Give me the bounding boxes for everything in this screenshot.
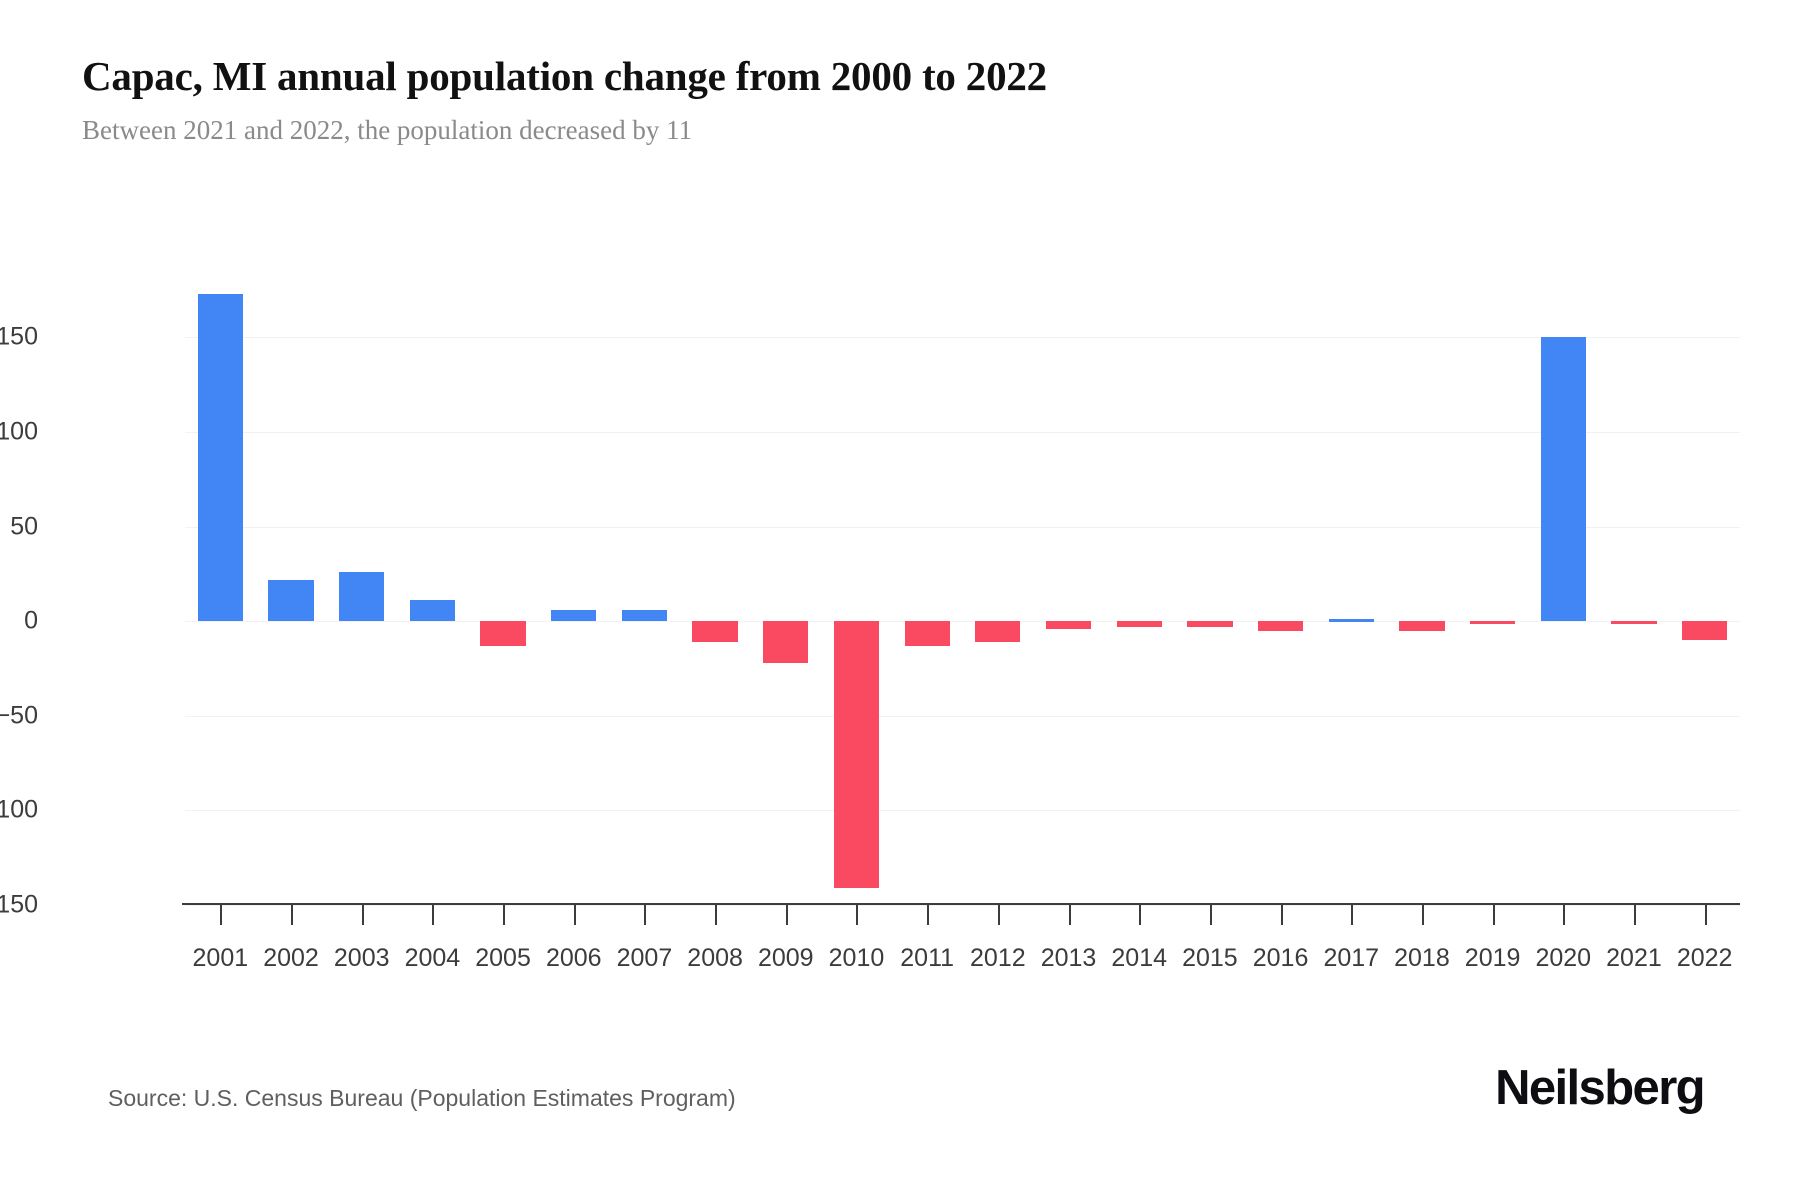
y-axis-tick-label: 0: [24, 606, 38, 635]
bar-2009[interactable]: [763, 621, 809, 663]
x-axis-tick: [997, 905, 1000, 925]
bar-2003[interactable]: [339, 571, 385, 622]
gridline: [185, 337, 1740, 339]
x-axis-tick: [1351, 905, 1354, 925]
x-axis-tick-label: 2015: [1182, 944, 1238, 972]
x-axis-tick: [1068, 905, 1071, 925]
x-axis-tick-label: 2017: [1323, 944, 1380, 972]
bar-2012[interactable]: [975, 621, 1021, 642]
bar-2014[interactable]: [1116, 621, 1162, 627]
x-axis-tick: [573, 905, 576, 925]
gridline: [185, 431, 1740, 433]
y-axis-tick-label: 50: [10, 512, 38, 541]
x-axis-tick-label: 2018: [1394, 944, 1450, 972]
x-axis-tick-label: 2021: [1606, 944, 1662, 972]
x-axis-tick: [1704, 905, 1707, 925]
bar-2020[interactable]: [1540, 337, 1586, 622]
x-axis-tick-label: 2010: [828, 944, 885, 972]
x-axis-tick: [220, 905, 223, 925]
bar-2008[interactable]: [692, 621, 738, 642]
bar-2007[interactable]: [621, 609, 668, 622]
y-axis-tick-label: 100: [0, 417, 38, 446]
x-axis-tick-label: 2016: [1252, 944, 1309, 972]
x-axis-tick: [1139, 905, 1142, 925]
x-axis-tick-label: 2009: [757, 944, 814, 972]
gridline: [185, 715, 1740, 717]
x-axis-tick: [1209, 905, 1212, 925]
source-note: Source: U.S. Census Bureau (Population E…: [108, 1085, 736, 1111]
x-axis-tick-label: 2011: [900, 944, 955, 972]
x-axis-tick-label: 2013: [1040, 944, 1097, 972]
x-axis-tick: [927, 905, 930, 925]
x-axis-tick: [785, 905, 788, 925]
y-axis-tick-label: −50: [0, 701, 38, 730]
x-axis-tick: [856, 905, 859, 925]
page-title: Capac, MI annual population change from …: [82, 53, 1047, 99]
bar-2019[interactable]: [1469, 621, 1516, 625]
x-axis-tick: [503, 905, 506, 925]
x-axis-tick: [432, 905, 435, 925]
bar-2011[interactable]: [904, 621, 950, 646]
x-axis-tick: [644, 905, 647, 925]
x-axis-tick: [361, 905, 364, 925]
x-axis-tick-label: 2002: [263, 944, 319, 972]
x-axis-tick: [1421, 905, 1424, 925]
bar-2002[interactable]: [268, 579, 314, 622]
x-axis-tick-label: 2014: [1111, 944, 1168, 972]
gridline: [185, 621, 1740, 623]
gridline: [185, 905, 1740, 906]
y-axis-tick-label: 150: [0, 322, 38, 351]
bar-2022[interactable]: [1682, 621, 1728, 641]
bar-2018[interactable]: [1399, 621, 1445, 631]
bar-2021[interactable]: [1611, 621, 1657, 625]
x-axis-tick-label: 2003: [333, 944, 390, 972]
x-axis-tick-label: 2006: [545, 944, 602, 972]
x-axis-line: [182, 903, 1740, 905]
x-axis-tick-label: 2004: [404, 944, 461, 972]
x-axis-tick-label: 2008: [687, 944, 743, 972]
bar-2006[interactable]: [551, 609, 597, 622]
x-axis-tick-label: 2012: [970, 944, 1026, 972]
plot-area: [182, 290, 1740, 906]
x-axis-tick-label: 2022: [1676, 944, 1733, 972]
y-axis-tick-label: −100: [0, 795, 38, 824]
page-subtitle: Between 2021 and 2022, the population de…: [82, 115, 693, 146]
x-axis-tick: [1563, 905, 1566, 925]
brand-logo: Neilsberg: [1495, 1061, 1706, 1115]
y-axis-tick-label: −150: [0, 890, 38, 919]
bar-2015[interactable]: [1187, 621, 1233, 627]
x-axis-tick-label: 2005: [475, 944, 531, 972]
gridline: [185, 526, 1740, 528]
bar-2005[interactable]: [480, 621, 526, 646]
x-axis-tick-label: 2020: [1535, 944, 1592, 972]
x-axis-tick: [291, 905, 294, 925]
x-axis-tick-label: 2007: [616, 944, 673, 972]
bar-2013[interactable]: [1045, 621, 1092, 629]
gridline: [185, 810, 1740, 812]
x-axis-tick: [1280, 905, 1283, 925]
x-axis-tick-label: 2019: [1464, 944, 1521, 972]
x-axis-tick: [715, 905, 718, 925]
bar-2017[interactable]: [1328, 619, 1374, 623]
bar-2004[interactable]: [409, 600, 455, 622]
bar-2010[interactable]: [833, 621, 880, 888]
x-axis-tick-label: 2001: [192, 944, 249, 972]
x-axis-tick: [1492, 905, 1495, 925]
x-axis-tick: [1633, 905, 1636, 925]
bar-2001[interactable]: [197, 293, 243, 622]
chart-header: Capac, MI annual population change from …: [82, 52, 1702, 147]
bar-2016[interactable]: [1257, 621, 1304, 631]
